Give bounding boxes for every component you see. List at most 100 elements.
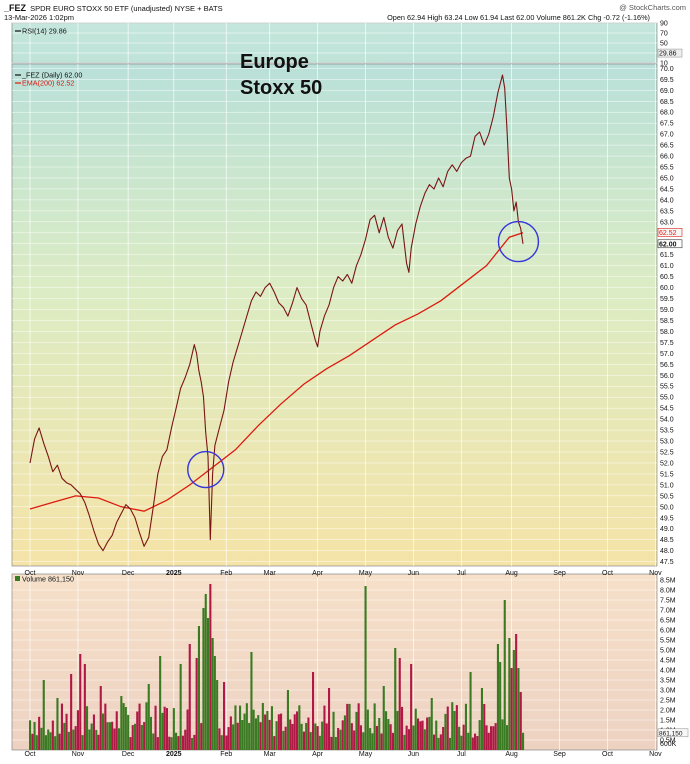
price-tick-label: 51.5 xyxy=(660,471,674,478)
price-tick-label: 67.0 xyxy=(660,132,674,139)
volume-bar xyxy=(510,668,513,750)
volume-tick-label: 4.5M xyxy=(660,658,676,665)
volume-bar xyxy=(328,688,331,750)
volume-bar xyxy=(337,728,340,750)
price-tick-label: 53.5 xyxy=(660,428,674,435)
volume-bar xyxy=(312,672,315,750)
x-axis-label: 2025 xyxy=(166,751,182,758)
volume-bar xyxy=(464,703,467,750)
volume-bar xyxy=(216,680,219,750)
ema-last-value: 62.52 xyxy=(659,230,677,237)
volume-bar xyxy=(410,664,413,750)
volume-bar xyxy=(389,724,392,750)
volume-bar xyxy=(309,732,312,750)
volume-bar xyxy=(412,725,415,750)
volume-bar xyxy=(90,723,93,750)
volume-bar xyxy=(300,723,303,750)
volume-bar xyxy=(111,721,114,750)
volume-bar xyxy=(437,737,440,750)
volume-bar xyxy=(138,703,141,750)
volume-bar xyxy=(496,644,499,750)
price-tick-label: 55.5 xyxy=(660,384,674,391)
price-panel xyxy=(11,63,658,567)
volume-last-value: 861,150 xyxy=(659,730,683,737)
volume-bar xyxy=(487,732,490,750)
volume-bar xyxy=(371,733,374,750)
x-axis-label: Sep xyxy=(553,751,566,758)
volume-bar xyxy=(74,726,77,750)
volume-bar xyxy=(378,718,381,750)
volume-bar xyxy=(218,728,221,750)
volume-bar xyxy=(113,728,116,750)
volume-bar xyxy=(79,654,82,750)
volume-bar xyxy=(357,703,360,750)
volume-bar xyxy=(359,725,362,750)
x-axis-label: May xyxy=(359,751,373,758)
volume-bar xyxy=(515,634,518,750)
volume-bar xyxy=(261,703,264,750)
rsi-last-value: 29.86 xyxy=(659,51,677,58)
volume-tick-label: 2.0M xyxy=(660,708,676,715)
volume-tick-label: 8.5M xyxy=(660,578,676,585)
price-tick-label: 52.5 xyxy=(660,450,674,457)
volume-bar xyxy=(270,706,273,750)
volume-bar xyxy=(494,723,497,750)
volume-bar xyxy=(220,735,223,750)
price-tick-label: 69.5 xyxy=(660,77,674,84)
volume-bar xyxy=(136,711,139,750)
volume-bar xyxy=(165,708,168,750)
volume-tick-label: 5.5M xyxy=(660,638,676,645)
volume-bar xyxy=(364,586,367,750)
volume-bar xyxy=(129,737,132,750)
price-tick-label: 48.5 xyxy=(660,537,674,544)
volume-bar xyxy=(480,688,483,750)
volume-bar xyxy=(469,672,472,750)
volume-bar xyxy=(323,705,326,750)
volume-bar xyxy=(451,702,454,750)
watermark: @ StockCharts.com xyxy=(619,3,686,12)
volume-bar xyxy=(339,729,342,750)
volume-bar xyxy=(330,736,333,750)
volume-bar xyxy=(289,719,292,750)
volume-bar xyxy=(47,729,50,750)
volume-bar xyxy=(316,726,319,750)
volume-bar xyxy=(177,736,180,750)
volume-bar xyxy=(293,714,296,750)
price-tick-label: 53.0 xyxy=(660,439,674,446)
volume-bar xyxy=(92,714,95,750)
volume-bar xyxy=(106,722,109,750)
x-axis-label: Jul xyxy=(457,751,466,758)
volume-bar xyxy=(476,736,479,750)
volume-bar xyxy=(163,706,166,750)
highlight-circle xyxy=(187,450,225,489)
price-tick-label: 64.0 xyxy=(660,197,674,204)
volume-bar xyxy=(462,724,465,750)
price-tick-label: 67.5 xyxy=(660,121,674,128)
volume-tick-label: 0.5M xyxy=(660,738,676,745)
volume-bar xyxy=(519,692,522,750)
volume-bar xyxy=(305,723,308,750)
volume-bar xyxy=(186,709,189,750)
volume-bar xyxy=(492,726,495,750)
volume-bar xyxy=(70,674,73,750)
volume-bar xyxy=(161,712,164,750)
volume-bar xyxy=(207,618,210,750)
volume-bar xyxy=(49,732,52,750)
volume-bar xyxy=(44,735,47,750)
price-tick-label: 56.0 xyxy=(660,373,674,380)
volume-bar xyxy=(188,644,191,750)
volume-bar xyxy=(296,711,299,750)
x-axis-label: Oct xyxy=(25,570,36,577)
volume-bar xyxy=(478,720,481,750)
volume-bar xyxy=(104,703,107,750)
volume-bar xyxy=(430,698,433,750)
price-tick-label: 51.0 xyxy=(660,482,674,489)
x-axis-label: Nov xyxy=(72,751,85,758)
volume-bar xyxy=(223,682,226,750)
volume-value-box xyxy=(657,728,689,738)
volume-tick-label: 1.5M xyxy=(660,718,676,725)
x-axis-label: Apr xyxy=(312,751,324,758)
volume-bar xyxy=(391,732,394,750)
price-tick-label: 59.0 xyxy=(660,307,674,314)
